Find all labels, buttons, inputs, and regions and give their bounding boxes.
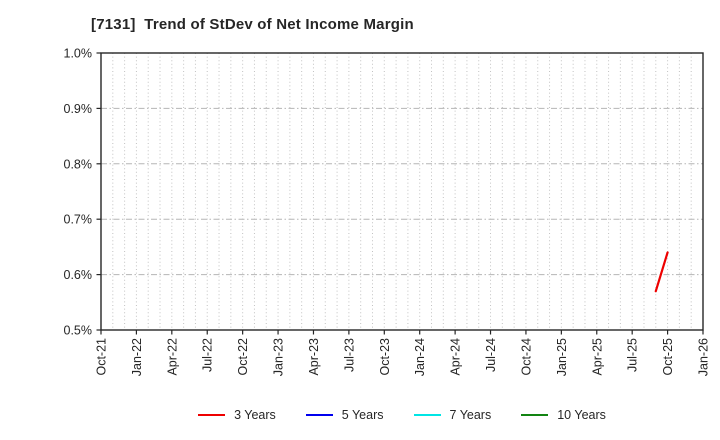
x-tick-label: Apr-24 (449, 338, 463, 376)
legend-item-5-years: 5 Years (305, 408, 384, 422)
x-tick-label: Apr-22 (165, 338, 179, 376)
legend-line-icon (521, 414, 549, 416)
x-tick-label: Oct-21 (95, 338, 109, 376)
x-tick-label: Oct-22 (236, 338, 250, 376)
x-tick-label: Jul-22 (201, 338, 215, 372)
y-tick-label: 0.7% (64, 213, 93, 227)
x-tick-label: Jan-26 (697, 338, 711, 376)
y-tick-label: 0.8% (64, 157, 93, 171)
plot-border (100, 52, 704, 331)
y-tick-label: 1.0% (64, 47, 93, 61)
legend-line-icon (413, 414, 441, 416)
x-tick-label: Jul-23 (342, 338, 356, 372)
x-tick-label: Jul-25 (626, 338, 640, 372)
x-tick-label: Oct-23 (378, 338, 392, 376)
y-tick-label: 0.5% (64, 324, 93, 338)
legend-label: 7 Years (449, 408, 492, 422)
legend-item-7-years: 7 Years (413, 408, 492, 422)
x-tick-label: Jan-24 (413, 338, 427, 376)
legend-label: 10 Years (557, 408, 606, 422)
legend-line-icon (305, 414, 333, 416)
chart-title: [7131] Trend of StDev of Net Income Marg… (91, 16, 414, 33)
series-line-3-years (654, 251, 669, 293)
x-tick-label: Jan-25 (555, 338, 569, 376)
x-tick-label: Jul-24 (484, 338, 498, 372)
x-tick-label: Oct-24 (519, 338, 533, 376)
x-tick-label: Oct-25 (661, 338, 675, 376)
legend-line-icon (198, 414, 226, 416)
legend-label: 5 Years (341, 408, 384, 422)
legend-item-10-years: 10 Years (521, 408, 606, 422)
legend: 3 Years 5 Years 7 Years 10 Years (101, 404, 703, 426)
y-tick-label: 0.6% (64, 268, 93, 282)
x-tick-label: Jan-23 (272, 338, 286, 376)
legend-label: 3 Years (234, 408, 276, 422)
y-tick-label: 0.9% (64, 102, 93, 116)
x-tick-label: Apr-25 (590, 338, 604, 376)
x-tick-label: Jan-22 (130, 338, 144, 376)
x-tick-label: Apr-23 (307, 338, 321, 376)
legend-item-3-years: 3 Years (198, 408, 276, 422)
